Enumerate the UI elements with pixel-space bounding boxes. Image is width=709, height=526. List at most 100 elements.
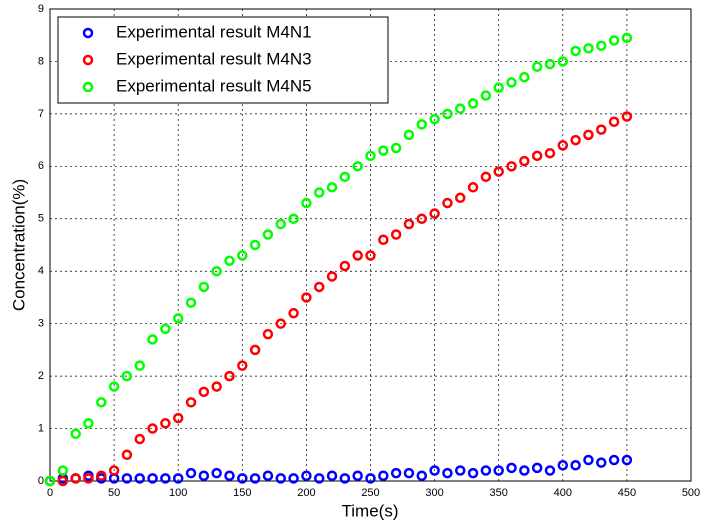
- point: [211, 381, 222, 392]
- point: [249, 344, 261, 356]
- point: [442, 197, 453, 209]
- point: [326, 271, 338, 282]
- point: [621, 111, 633, 122]
- point: [288, 473, 299, 484]
- point: [570, 45, 581, 57]
- y-tick-label: 0: [38, 475, 44, 487]
- point: [403, 218, 415, 230]
- point: [96, 470, 107, 482]
- point: [275, 473, 287, 484]
- point: [83, 473, 94, 484]
- y-axis-title: Concentration(%): [9, 179, 28, 311]
- legend-marker: [82, 27, 94, 39]
- y-tick-label: 5: [38, 213, 44, 225]
- point: [352, 161, 363, 172]
- point: [237, 473, 248, 484]
- point: [467, 98, 479, 109]
- point: [211, 467, 222, 479]
- point: [596, 457, 607, 468]
- point: [390, 467, 402, 479]
- point: [172, 313, 184, 324]
- point: [557, 140, 569, 151]
- point: [544, 147, 556, 159]
- x-tick-label: 200: [297, 487, 315, 499]
- point: [198, 281, 210, 293]
- x-tick-label: 450: [618, 487, 636, 499]
- legend-marker: [82, 81, 94, 93]
- point: [480, 465, 492, 476]
- point: [480, 171, 492, 183]
- point: [147, 334, 158, 345]
- point: [378, 234, 389, 246]
- y-tick-label: 3: [38, 318, 44, 330]
- point: [557, 56, 569, 67]
- point: [442, 467, 453, 479]
- point: [108, 381, 120, 392]
- point: [390, 229, 402, 240]
- point: [301, 292, 312, 303]
- point: [198, 470, 210, 482]
- point: [185, 467, 197, 479]
- point: [172, 473, 184, 484]
- point: [531, 150, 543, 162]
- y-tick-label: 1: [38, 422, 44, 434]
- point: [454, 103, 466, 114]
- x-tick-label: 100: [169, 487, 187, 499]
- point: [583, 129, 594, 141]
- point: [429, 208, 440, 219]
- x-tick-label: 50: [108, 487, 120, 499]
- point: [70, 428, 81, 440]
- point: [493, 465, 504, 476]
- point: [288, 213, 299, 225]
- point: [326, 470, 338, 482]
- point: [172, 412, 184, 424]
- point: [557, 460, 569, 471]
- point: [185, 397, 197, 408]
- point: [96, 397, 107, 408]
- point: [608, 35, 620, 46]
- point: [403, 467, 415, 479]
- point: [57, 475, 69, 487]
- point: [288, 307, 299, 319]
- point: [596, 124, 607, 135]
- point: [147, 473, 158, 484]
- point: [352, 470, 363, 482]
- point: [339, 260, 351, 272]
- x-tick-label: 250: [361, 487, 379, 499]
- point: [365, 150, 376, 162]
- point: [352, 250, 363, 261]
- point: [493, 82, 504, 93]
- point: [275, 218, 287, 230]
- x-tick-label: 500: [682, 487, 700, 499]
- point: [378, 145, 389, 156]
- point: [262, 328, 274, 340]
- x-tick-label: 400: [554, 487, 572, 499]
- point: [224, 470, 235, 482]
- point: [403, 129, 415, 141]
- point: [429, 465, 440, 476]
- point: [313, 473, 325, 484]
- point: [519, 71, 530, 83]
- point: [237, 360, 248, 371]
- plot-frame: [49, 8, 692, 482]
- point: [416, 119, 428, 130]
- point: [454, 192, 466, 204]
- legend-label: Experimental result M4N1: [116, 22, 312, 41]
- point: [185, 297, 197, 308]
- point: [224, 255, 235, 266]
- y-tick-label: 2: [38, 370, 44, 382]
- point: [313, 187, 325, 198]
- point: [134, 433, 145, 445]
- point: [121, 449, 133, 461]
- point: [365, 250, 376, 261]
- point: [339, 473, 351, 484]
- x-tick-label: 300: [425, 487, 443, 499]
- point: [57, 465, 69, 476]
- point: [467, 182, 479, 193]
- y-tick-label: 7: [38, 108, 44, 120]
- point: [531, 462, 543, 474]
- point: [326, 182, 338, 193]
- y-tick-label: 4: [38, 265, 44, 277]
- y-tick-label: 8: [38, 55, 44, 67]
